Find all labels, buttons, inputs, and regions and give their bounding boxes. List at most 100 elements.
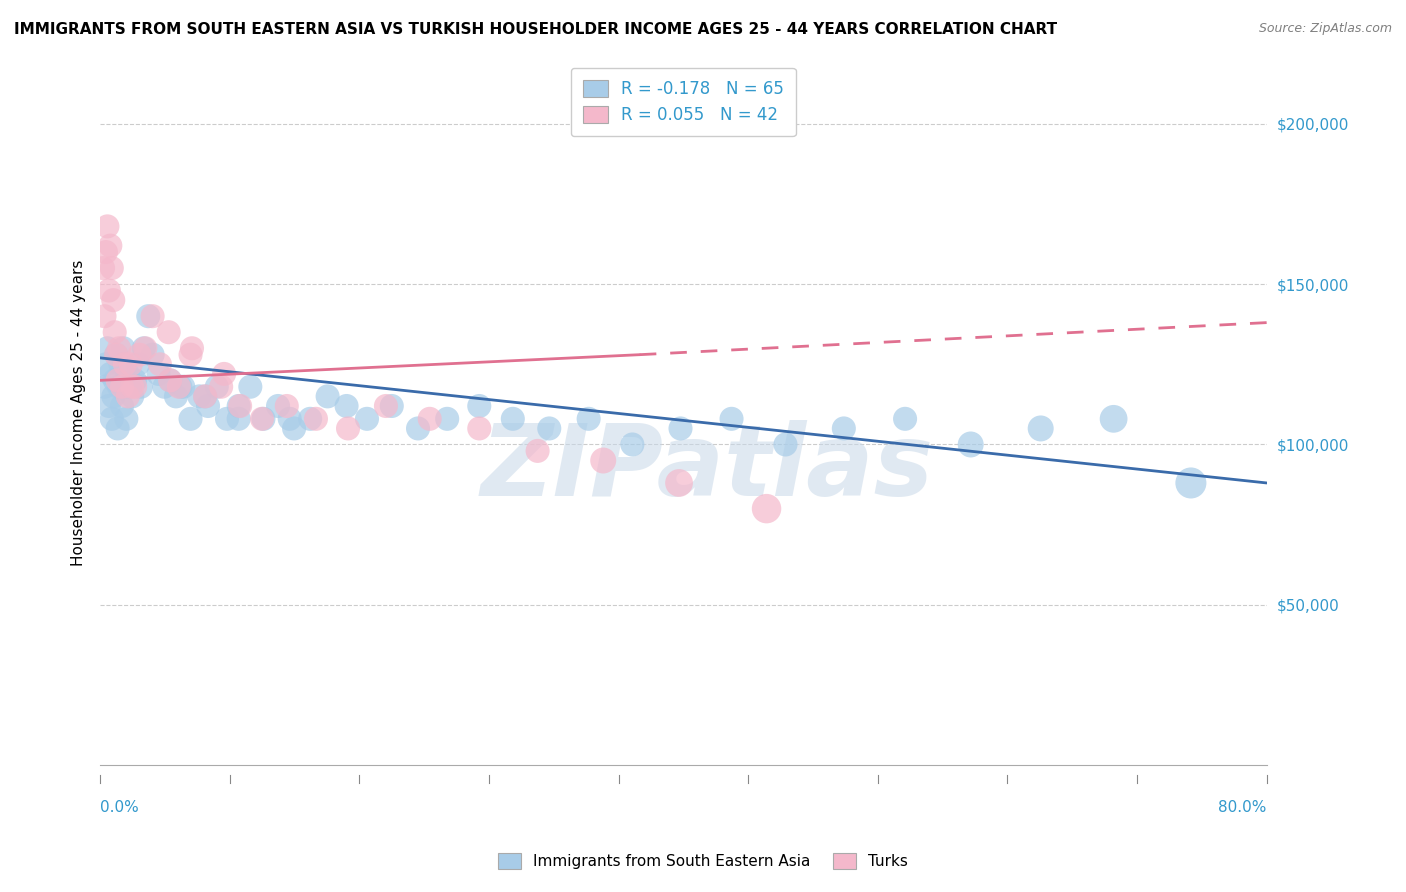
- Point: [621, 437, 644, 451]
- Point: [305, 412, 328, 426]
- Point: [252, 412, 274, 426]
- Point: [98, 367, 121, 381]
- Point: [97, 399, 120, 413]
- Point: [167, 380, 190, 394]
- Point: [228, 399, 250, 413]
- Y-axis label: Householder Income Ages 25 - 44 years: Householder Income Ages 25 - 44 years: [72, 260, 86, 566]
- Point: [142, 348, 165, 362]
- Point: [832, 421, 855, 435]
- Point: [578, 412, 600, 426]
- Text: IMMIGRANTS FROM SOUTH EASTERN ASIA VS TURKISH HOUSEHOLDER INCOME AGES 25 - 44 YE: IMMIGRANTS FROM SOUTH EASTERN ASIA VS TU…: [14, 22, 1057, 37]
- Point: [103, 293, 125, 307]
- Point: [105, 348, 128, 362]
- Point: [755, 501, 778, 516]
- Point: [250, 412, 273, 426]
- Point: [212, 367, 235, 381]
- Point: [114, 380, 136, 394]
- Point: [468, 421, 491, 435]
- Point: [103, 389, 125, 403]
- Point: [136, 309, 159, 323]
- Point: [127, 357, 149, 371]
- Point: [124, 380, 146, 394]
- Legend: R = -0.178   N = 65, R = 0.055   N = 42: R = -0.178 N = 65, R = 0.055 N = 42: [571, 68, 796, 136]
- Point: [93, 309, 115, 323]
- Point: [209, 380, 232, 394]
- Point: [335, 399, 357, 413]
- Point: [107, 373, 129, 387]
- Point: [132, 341, 155, 355]
- Point: [117, 367, 139, 381]
- Point: [356, 412, 378, 426]
- Point: [121, 380, 143, 394]
- Point: [108, 380, 131, 394]
- Point: [124, 373, 146, 387]
- Point: [775, 437, 797, 451]
- Point: [101, 412, 124, 426]
- Point: [96, 341, 118, 355]
- Point: [98, 238, 121, 252]
- Point: [96, 219, 118, 234]
- Text: Source: ZipAtlas.com: Source: ZipAtlas.com: [1258, 22, 1392, 36]
- Point: [188, 389, 211, 403]
- Point: [111, 399, 134, 413]
- Point: [149, 357, 172, 371]
- Point: [112, 341, 135, 355]
- Point: [121, 389, 143, 403]
- Point: [105, 348, 128, 362]
- Point: [172, 380, 194, 394]
- Point: [197, 399, 219, 413]
- Point: [239, 380, 262, 394]
- Point: [159, 373, 181, 387]
- Point: [316, 389, 339, 403]
- Point: [228, 412, 250, 426]
- Point: [120, 357, 142, 371]
- Point: [669, 421, 692, 435]
- Point: [104, 325, 127, 339]
- Point: [128, 348, 150, 362]
- Point: [159, 373, 181, 387]
- Point: [419, 412, 441, 426]
- Point: [436, 412, 458, 426]
- Point: [229, 399, 252, 413]
- Point: [134, 341, 156, 355]
- Point: [959, 437, 981, 451]
- Point: [165, 389, 187, 403]
- Point: [169, 380, 191, 394]
- Point: [94, 357, 117, 371]
- Point: [101, 261, 124, 276]
- Point: [502, 412, 524, 426]
- Text: 80.0%: 80.0%: [1219, 800, 1267, 815]
- Point: [720, 412, 742, 426]
- Point: [115, 412, 138, 426]
- Point: [1102, 412, 1125, 426]
- Point: [526, 443, 548, 458]
- Legend: Immigrants from South Eastern Asia, Turks: Immigrants from South Eastern Asia, Turk…: [492, 847, 914, 875]
- Point: [97, 284, 120, 298]
- Point: [592, 453, 614, 467]
- Point: [111, 380, 134, 394]
- Point: [108, 341, 131, 355]
- Point: [180, 348, 202, 362]
- Point: [180, 412, 202, 426]
- Text: ZIPatlas: ZIPatlas: [481, 420, 934, 517]
- Point: [267, 399, 290, 413]
- Point: [276, 399, 298, 413]
- Point: [283, 421, 305, 435]
- Point: [406, 421, 429, 435]
- Text: 0.0%: 0.0%: [100, 800, 139, 815]
- Point: [94, 245, 117, 260]
- Point: [110, 357, 132, 371]
- Point: [148, 367, 170, 381]
- Point: [205, 380, 228, 394]
- Point: [107, 421, 129, 435]
- Point: [129, 380, 152, 394]
- Point: [538, 421, 561, 435]
- Point: [668, 475, 690, 490]
- Point: [337, 421, 360, 435]
- Point: [374, 399, 396, 413]
- Point: [194, 389, 217, 403]
- Point: [468, 399, 491, 413]
- Point: [299, 412, 322, 426]
- Point: [1029, 421, 1052, 435]
- Point: [1180, 475, 1202, 490]
